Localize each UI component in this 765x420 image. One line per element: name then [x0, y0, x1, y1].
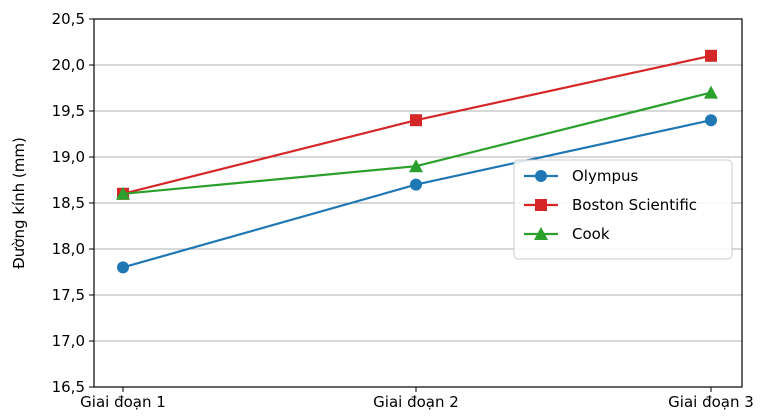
legend-marker: [534, 227, 548, 240]
y-tick-label: 19,0: [52, 148, 85, 166]
series-cook: [116, 85, 718, 200]
series-group: [116, 49, 718, 274]
x-tick-label: Giai đoạn 3: [668, 393, 754, 411]
data-point: [705, 49, 717, 62]
legend-entry: Cook: [524, 225, 610, 243]
y-tick-label: 16,5: [52, 378, 85, 396]
legend-marker: [535, 170, 547, 182]
series-olympus: [117, 114, 717, 274]
data-point: [116, 186, 130, 200]
legend-box: [513, 159, 733, 260]
data-point: [410, 114, 422, 127]
legend-entry: Olympus: [524, 167, 638, 185]
data-point: [117, 261, 129, 274]
y-tick-label: 19,5: [52, 102, 85, 120]
y-tick-label: 17,0: [52, 332, 85, 350]
x-tick-label: Giai đoạn 2: [373, 393, 459, 411]
legend-entry: Boston Scientific: [524, 196, 697, 214]
legend-marker: [535, 199, 547, 211]
legend-label: Boston Scientific: [572, 196, 697, 214]
y-tick-label: 20,0: [52, 56, 85, 74]
data-point: [410, 178, 422, 191]
legend-label: Olympus: [572, 167, 638, 185]
legend-label: Cook: [572, 225, 610, 243]
y-tick-label: 17,5: [52, 286, 85, 304]
data-point: [705, 114, 717, 127]
y-axis-label: Đường kính (mm): [10, 137, 28, 269]
axes: 16,5 17,0 17,5 18,0 18,5 19,0 19,5 20,0 20,5 Giai…: [52, 10, 754, 411]
legend: Olympus Boston Scientific Cook: [513, 159, 733, 260]
data-point: [704, 85, 718, 99]
y-tick-label: 18,0: [52, 240, 85, 258]
y-tick-label: 18,5: [52, 194, 85, 212]
data-point: [409, 159, 423, 173]
x-tick-label: Giai đoạn 1: [80, 393, 166, 411]
y-tick-label: 20,5: [52, 10, 85, 28]
